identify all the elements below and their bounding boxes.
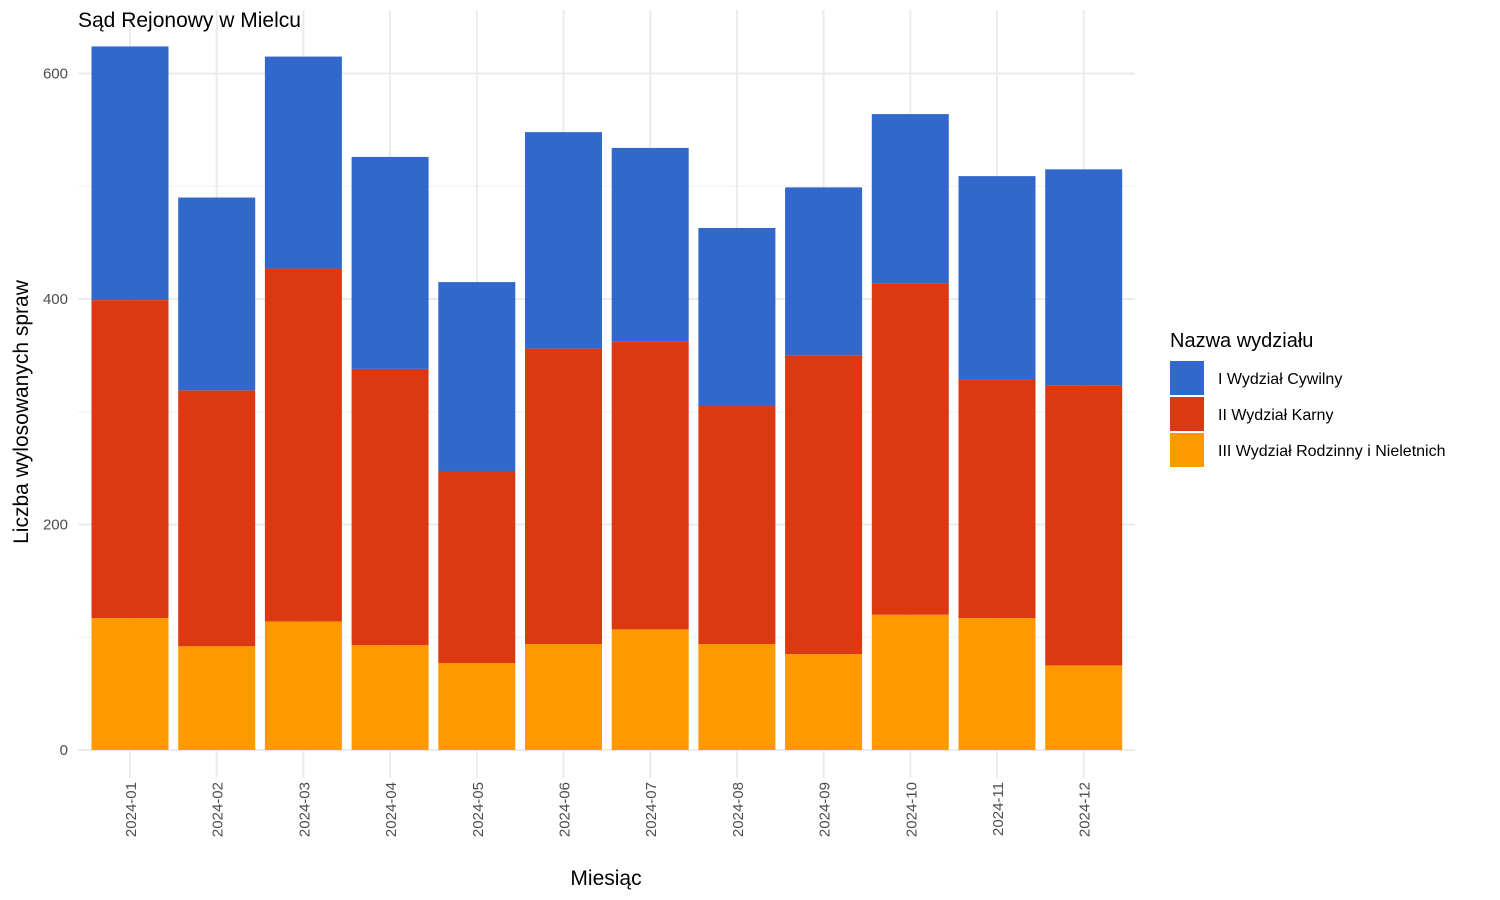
x-tick-label: 2024-02 <box>210 782 227 837</box>
legend-items: I Wydział Cywilny II Wydział Karny III Wyd… <box>1170 361 1446 467</box>
bar-segment <box>264 621 342 750</box>
legend-swatch <box>1170 397 1204 431</box>
x-tick-label: 2024-08 <box>730 782 747 837</box>
legend-swatch <box>1170 361 1204 395</box>
bar-segment <box>351 156 429 369</box>
y-tick-label: 600 <box>43 66 68 83</box>
bar-segment <box>611 629 689 750</box>
bar-segment <box>871 114 949 284</box>
legend-label: III Wydział Rodzinny i Nieletnich <box>1218 443 1446 460</box>
x-tick-label: 2024-11 <box>990 782 1007 836</box>
bar-segment <box>1045 385 1123 666</box>
bar-segment <box>785 355 863 655</box>
x-tick-label: 2024-10 <box>903 782 920 837</box>
chart-title: Sąd Rejonowy w Mielcu <box>78 9 301 32</box>
bar-segment <box>958 176 1036 380</box>
bar-segment <box>611 341 689 630</box>
legend-label: II Wydział Karny <box>1218 407 1333 424</box>
legend: Nazwa wydziału I Wydział Cywilny II Wydzi… <box>1170 330 1446 467</box>
bar-segment <box>1045 169 1123 386</box>
bar-segment <box>525 348 602 645</box>
bar-segment <box>91 46 169 301</box>
x-axis-title: Miesiąc <box>570 867 641 890</box>
legend-title: Nazwa wydziału <box>1170 330 1313 352</box>
bar-segment <box>91 300 169 619</box>
y-tick-label: 0 <box>60 742 68 759</box>
bar-segment <box>178 390 256 647</box>
x-tick-label: 2024-03 <box>296 782 313 837</box>
bar-segment <box>958 379 1036 619</box>
x-tick-label: 2024-07 <box>643 782 660 837</box>
bar-segment <box>264 268 342 622</box>
bar-segment <box>1045 665 1123 750</box>
axis-layer: 0 200 400 600 2024-01 2024-02 2024-03 2024-04 20… <box>43 66 1094 838</box>
legend-swatch <box>1170 433 1204 467</box>
bar-segment <box>525 132 602 349</box>
bar-segment <box>871 283 949 615</box>
bar-segment <box>525 644 602 750</box>
bar-segment <box>698 644 776 750</box>
bar-segment <box>91 618 169 750</box>
bar-segment <box>871 614 949 750</box>
x-tick-label: 2024-06 <box>557 782 574 837</box>
x-tick-label: 2024-01 <box>123 782 140 837</box>
y-tick-label: 200 <box>43 517 68 534</box>
bar-segment <box>351 368 429 646</box>
bar-segment <box>438 282 516 472</box>
y-axis-title: Liczba wylosowanych spraw <box>10 279 33 544</box>
bar-segment <box>264 56 342 269</box>
bar-segment <box>178 646 256 750</box>
bar-segment <box>438 663 516 750</box>
x-tick-label: 2024-04 <box>383 782 400 837</box>
legend-label: I Wydział Cywilny <box>1218 371 1342 388</box>
bar-segment <box>438 471 516 664</box>
x-tick-label: 2024-09 <box>817 782 834 837</box>
y-tick-label: 400 <box>43 291 68 308</box>
bar-segment <box>698 227 776 405</box>
bar-segment <box>698 404 776 645</box>
bar-segment <box>611 147 689 342</box>
bar-segment <box>958 618 1036 750</box>
bar-segment <box>785 654 863 750</box>
bar-segment <box>178 197 256 391</box>
bar-segment <box>785 187 863 356</box>
x-tick-label: 2024-05 <box>470 782 487 837</box>
bars-layer <box>91 46 1123 750</box>
x-tick-label: 2024-12 <box>1077 782 1094 837</box>
bar-segment <box>351 645 429 750</box>
